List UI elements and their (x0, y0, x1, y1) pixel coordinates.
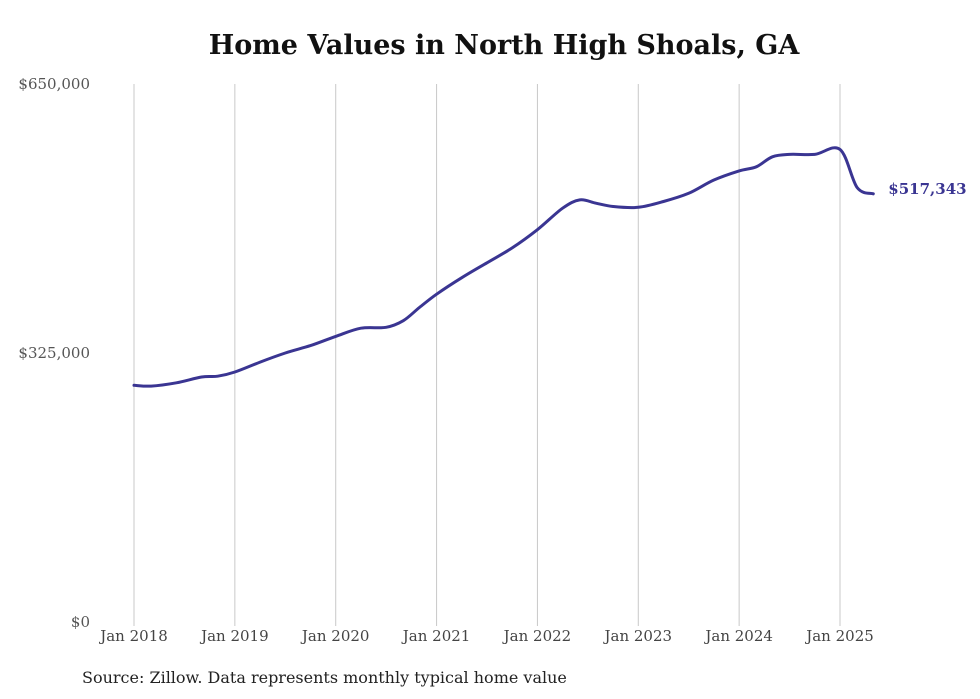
x-axis-ticks: Jan 2018 Jan 2019 Jan 2020 Jan 2021 Jan 2022… (98, 627, 874, 645)
y-tick-label: $0 (71, 613, 90, 631)
x-tick-label: Jan 2020 (300, 627, 370, 645)
x-tick-label: Jan 2022 (502, 627, 572, 645)
series-layer: $517,343 (132, 146, 967, 388)
grid-lines (133, 84, 841, 626)
x-tick-label: Jan 2021 (401, 627, 471, 645)
chart-title: Home Values in North High Shoals, GA (208, 30, 800, 61)
line-chart: $0$325,000$650,000 Jan 2018 Jan 2019 Jan 2… (18, 75, 967, 645)
x-tick-label: Jan 2019 (199, 627, 269, 645)
x-tick-label: Jan 2024 (703, 627, 773, 645)
x-tick-label: Jan 2023 (603, 627, 673, 645)
x-tick-label: Jan 2018 (98, 627, 168, 645)
home-value-line (132, 146, 875, 388)
source-note: Source: Zillow. Data represents monthly … (82, 668, 567, 687)
y-tick-label: $325,000 (18, 344, 90, 362)
x-tick-label: Jan 2025 (804, 627, 874, 645)
y-tick-label: $650,000 (18, 75, 90, 93)
end-value-label: $517,343 (888, 180, 966, 198)
y-axis-ticks: $0 $325,000 $650,000 (18, 75, 90, 631)
